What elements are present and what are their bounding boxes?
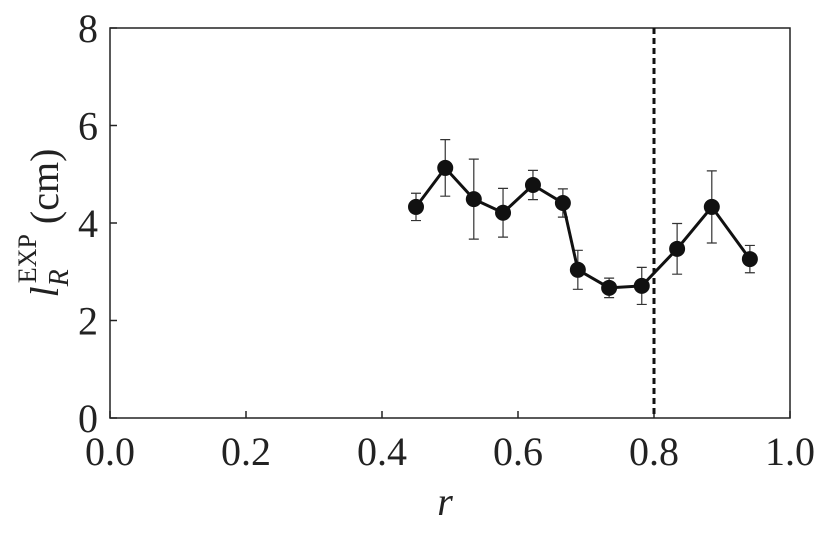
x-tick-label: 0.2 [221, 429, 271, 474]
y-label-unit: (cm) [22, 149, 67, 225]
x-axis-label: r [437, 479, 453, 524]
data-point [554, 195, 571, 212]
data-point [465, 191, 482, 208]
data-point [524, 176, 541, 193]
data-point [703, 198, 720, 215]
y-tick-label: 2 [78, 299, 98, 344]
x-tick-label: 0.6 [493, 429, 543, 474]
data-point [633, 277, 650, 294]
y-tick-label: 8 [78, 6, 98, 51]
y-tick-label: 4 [78, 201, 98, 246]
plot-frame [109, 27, 791, 419]
data-point [437, 159, 454, 176]
y-label-sup: EXP [13, 234, 42, 283]
data-point [669, 240, 686, 257]
x-tick-label: 0.8 [629, 429, 679, 474]
data-point [601, 279, 618, 296]
y-axis-label: lREXP (cm) [13, 149, 75, 298]
y-label-sub: R [44, 269, 75, 287]
x-tick-label: 0.0 [85, 429, 135, 474]
x-tick-label: 1.0 [765, 429, 815, 474]
data-point [408, 198, 424, 215]
y-label-base: l [22, 286, 67, 297]
y-tick-label: 0 [78, 396, 98, 441]
y-tick-label: 6 [78, 104, 98, 149]
data-point [741, 251, 758, 268]
x-tick-label: 0.4 [357, 429, 407, 474]
data-point [569, 261, 586, 278]
data-point [495, 204, 512, 221]
